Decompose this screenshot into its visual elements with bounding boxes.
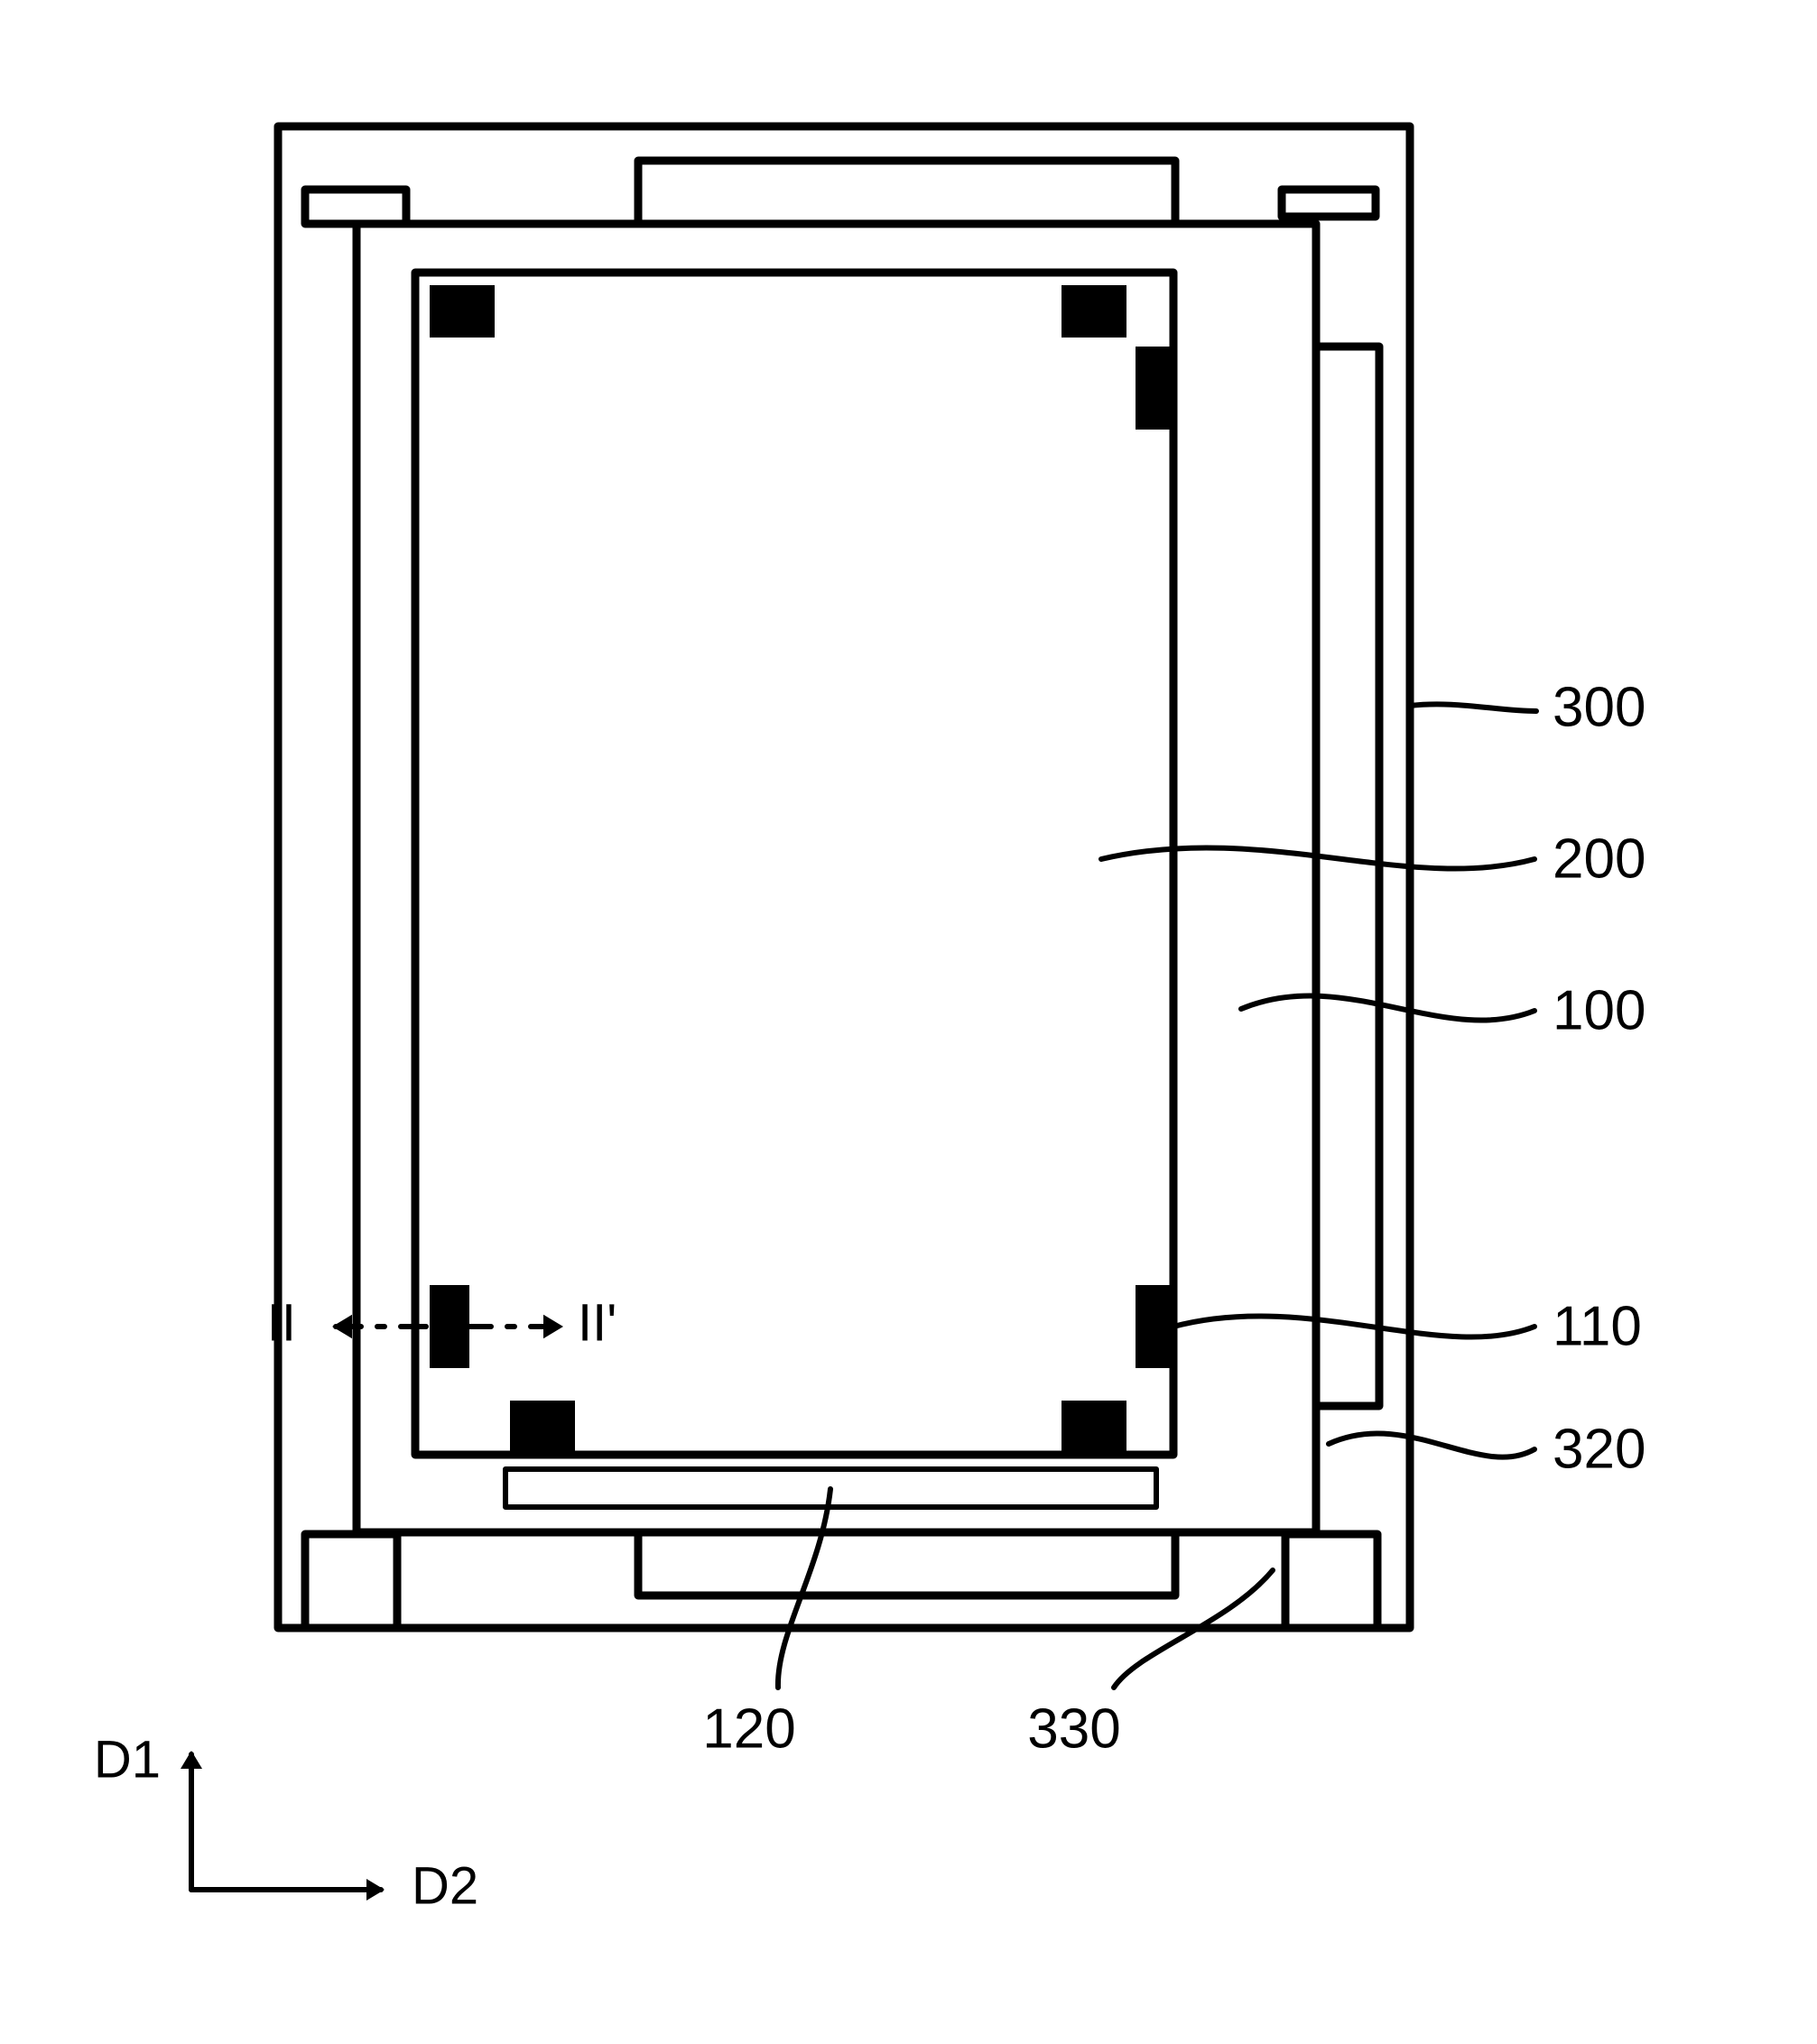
- label-300: 300: [1553, 676, 1645, 738]
- axis-label-d1: D1: [94, 1730, 161, 1789]
- label-120: 120: [702, 1697, 795, 1760]
- label-100: 100: [1553, 979, 1645, 1041]
- label-110: 110: [1553, 1295, 1642, 1357]
- section-label-ii: II: [267, 1293, 296, 1352]
- section-label-ii-prime: II': [578, 1293, 616, 1352]
- label-320: 320: [1553, 1418, 1645, 1480]
- label-330: 330: [1027, 1697, 1120, 1760]
- label-200: 200: [1553, 828, 1645, 890]
- axes: D1 D2: [94, 1730, 478, 1915]
- axis-label-d2: D2: [412, 1856, 478, 1915]
